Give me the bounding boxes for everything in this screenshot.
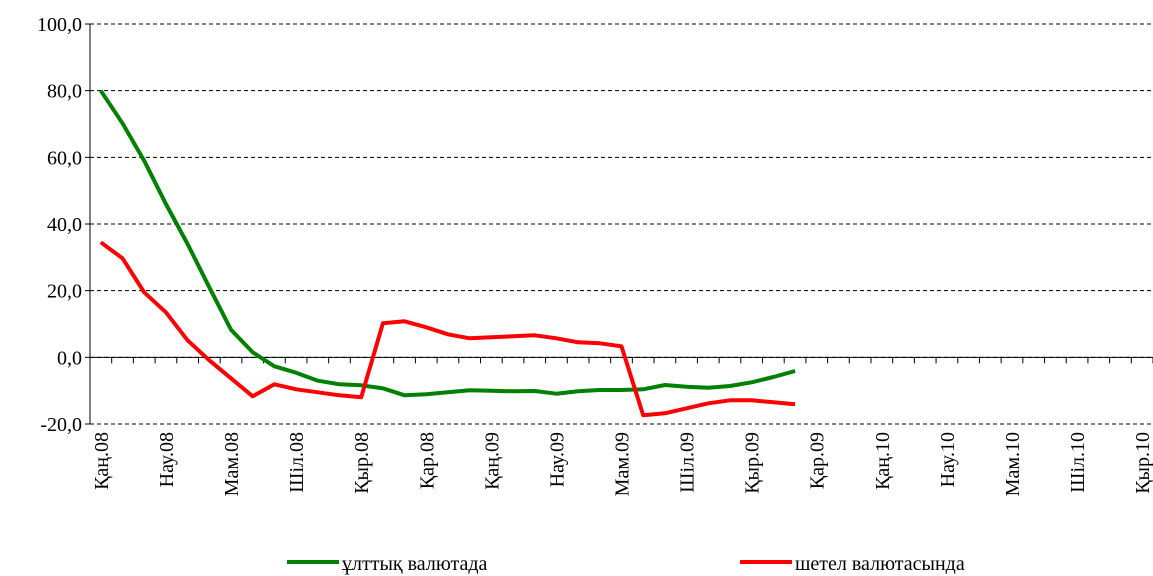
legend-label: шетел валютасында: [795, 553, 965, 575]
x-tick-label: Қаң.10: [872, 432, 894, 490]
legend-label: ұлттық валютада: [342, 553, 488, 575]
x-tick-label: Қаң.08: [91, 432, 113, 490]
y-tick-label: 20,0: [47, 281, 82, 303]
x-tick-label: Нау.10: [937, 432, 959, 487]
x-tick-label: Нау.09: [546, 432, 568, 487]
y-tick-label: 80,0: [47, 81, 82, 103]
x-tick-label: Нау.08: [156, 432, 178, 487]
y-tick-label: 100,0: [37, 14, 82, 36]
y-tick-label: 40,0: [47, 214, 82, 236]
x-tick-label: Мам.08: [221, 432, 243, 496]
y-tick-label: -20,0: [40, 414, 82, 436]
series-line: [99, 89, 796, 398]
x-tick-label: Шіл.08: [286, 432, 308, 493]
y-tick-label: 0,0: [57, 347, 82, 369]
series-line: [99, 240, 796, 418]
x-tick-label: Шіл.09: [677, 432, 699, 493]
x-tick-label: Мам.10: [1002, 432, 1024, 496]
y-tick-label: 60,0: [47, 147, 82, 169]
x-tick-label: Қыр.10: [1132, 432, 1153, 494]
x-tick-label: Шіл.10: [1067, 432, 1089, 493]
x-tick-label: Қар.09: [807, 432, 829, 489]
x-tick-label: Қаң.09: [481, 432, 503, 490]
x-tick-label: Қыр.09: [742, 432, 764, 494]
x-tick-label: Қар.08: [416, 432, 438, 489]
x-tick-label: Мам.09: [612, 432, 634, 496]
x-tick-label: Қыр.08: [351, 432, 373, 494]
